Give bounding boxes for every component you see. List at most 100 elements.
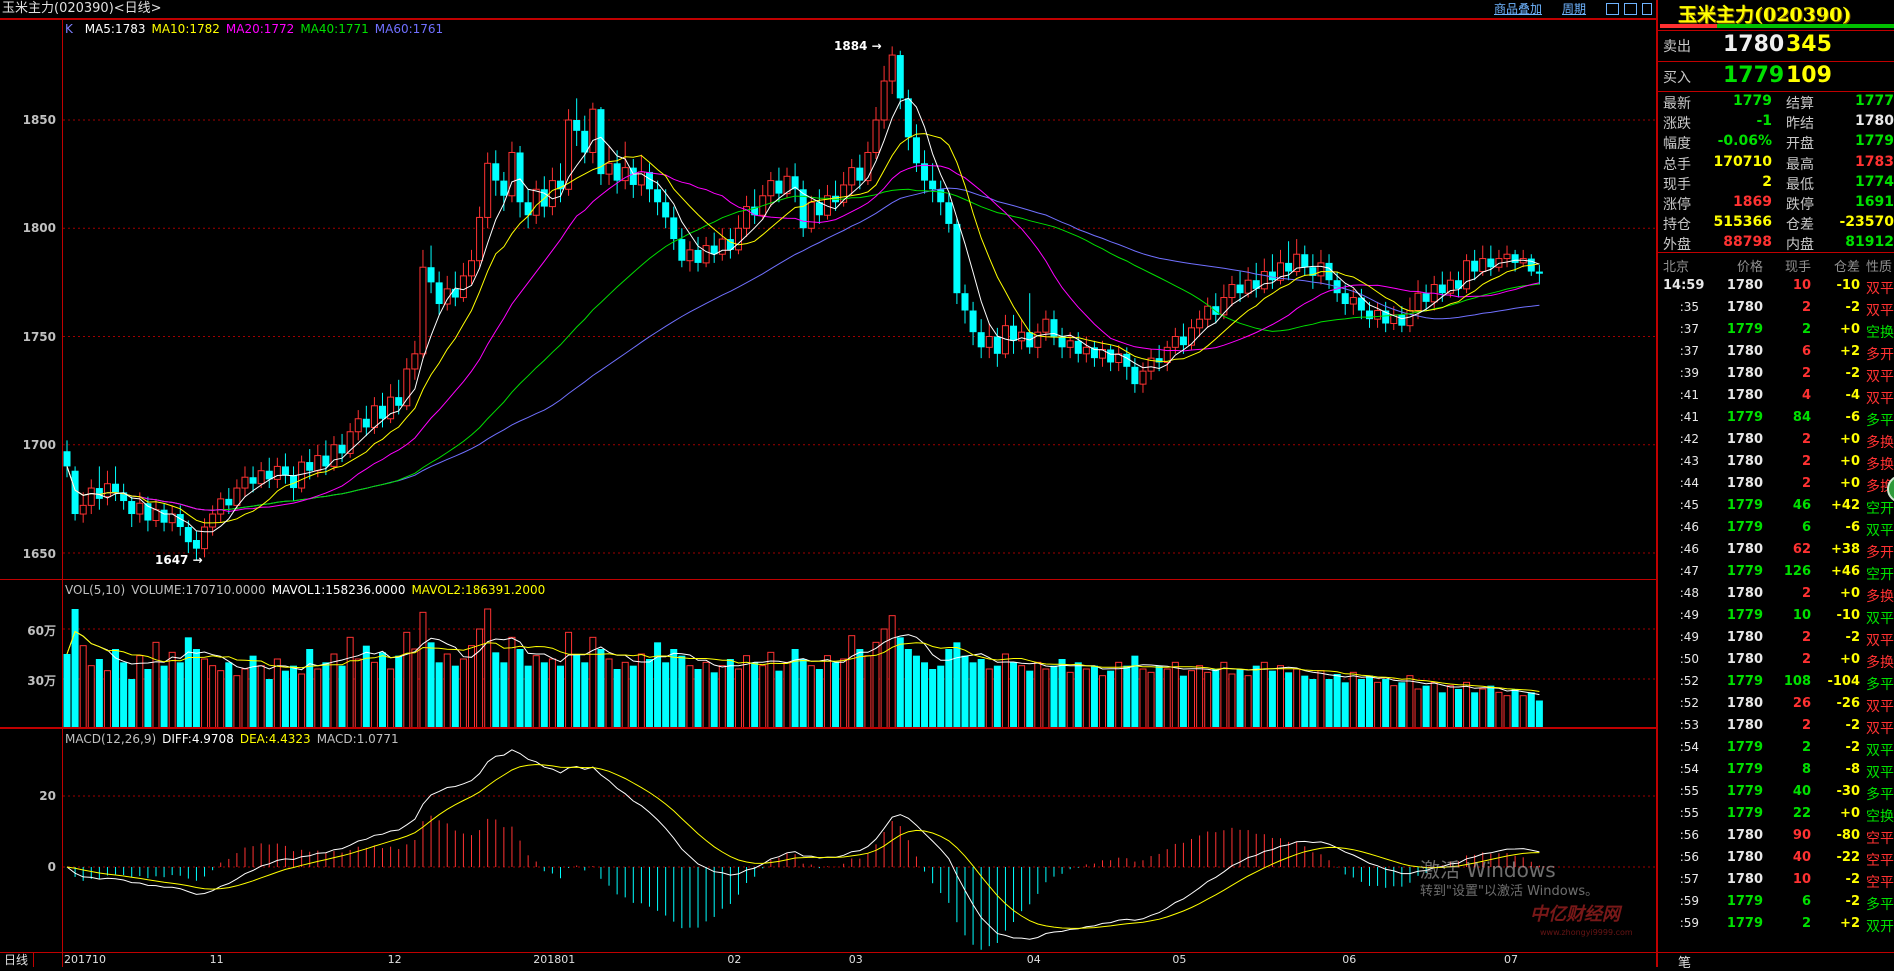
candle-body <box>1066 340 1074 348</box>
stat-value: 88798 <box>1723 234 1772 251</box>
tick-row[interactable]: :52 1780 26 -26 双平 <box>1658 696 1894 718</box>
volume-bar <box>702 661 710 729</box>
tick-row[interactable]: :49 1780 2 -2 双平 <box>1658 630 1894 652</box>
tick-row[interactable]: :41 1779 84 -6 多平 <box>1658 410 1894 432</box>
tab-ticks[interactable]: 笔 <box>1678 956 1692 971</box>
volume-bar <box>427 642 435 728</box>
tick-row[interactable]: :49 1779 10 -10 双平 <box>1658 608 1894 630</box>
volume-bar <box>1471 692 1479 728</box>
candle-body <box>1511 254 1519 263</box>
tick-price: 1779 <box>1726 608 1763 623</box>
candle-body <box>1171 336 1179 348</box>
stat-value: 1774 <box>1855 173 1894 190</box>
candle-body <box>1398 314 1406 326</box>
volume-bar <box>249 655 257 728</box>
volume-bar <box>1188 670 1196 729</box>
tick-row[interactable]: :37 1779 2 +0 空换 <box>1658 322 1894 344</box>
month-label: 05 <box>1172 953 1187 966</box>
candle-body <box>79 504 87 515</box>
window-tile-icon[interactable] <box>1624 3 1637 15</box>
tick-row[interactable]: :53 1780 2 -2 双平 <box>1658 718 1894 740</box>
stat-label: 幅度 <box>1663 136 1691 153</box>
tick-time: :59 <box>1679 916 1699 930</box>
candle-body <box>791 176 799 190</box>
ma-legend-item: MA40:1771 <box>300 22 369 36</box>
volume-bar <box>1301 675 1309 728</box>
tick-price: 1779 <box>1726 498 1763 513</box>
tick-time: :43 <box>1679 454 1699 468</box>
tick-nature: 双平 <box>1866 391 1894 407</box>
tick-price: 1780 <box>1726 586 1763 601</box>
stat-label: 最新 <box>1663 96 1691 112</box>
tick-row[interactable]: :35 1780 2 -2 双平 <box>1658 300 1894 322</box>
period-label[interactable]: 日线 <box>4 953 29 967</box>
tick-row[interactable]: :56 1780 40 -22 空平 <box>1658 850 1894 872</box>
volume-bar <box>298 673 306 729</box>
candle-body <box>257 470 265 485</box>
tick-row[interactable]: :52 1779 108 -104 多平 <box>1658 674 1894 696</box>
volume-bar <box>468 645 475 729</box>
tick-time: :53 <box>1679 718 1699 732</box>
candle-body <box>1341 293 1349 305</box>
overlay-product-link[interactable]: 商品叠加 <box>1494 2 1543 16</box>
tick-price: 1779 <box>1726 674 1763 689</box>
volume-bar <box>1082 668 1090 729</box>
tick-row[interactable]: :55 1779 40 -30 多平 <box>1658 784 1894 806</box>
tick-time: :55 <box>1679 806 1699 820</box>
volume-bar <box>1058 659 1066 728</box>
tick-row[interactable]: :43 1780 2 +0 多换 <box>1658 454 1894 476</box>
volume-bar <box>152 641 160 729</box>
tick-row[interactable]: :48 1780 2 +0 多换 <box>1658 586 1894 608</box>
tick-row[interactable]: :55 1779 22 +0 空换 <box>1658 806 1894 828</box>
buy-price[interactable]: 1779 <box>1723 63 1785 88</box>
tick-volume: 2 <box>1801 432 1811 447</box>
candle-body <box>645 171 653 190</box>
panel-toggle-icon[interactable] <box>1642 3 1652 15</box>
candle-body <box>516 152 524 203</box>
tick-row[interactable]: :56 1780 90 -80 空平 <box>1658 828 1894 850</box>
tick-row[interactable]: :54 1779 2 -2 双平 <box>1658 740 1894 762</box>
macd-tick: 20 <box>39 789 56 803</box>
tick-oi-change: -6 <box>1845 410 1860 425</box>
tick-row[interactable]: :46 1779 6 -6 双平 <box>1658 520 1894 542</box>
candle-body <box>1422 293 1430 302</box>
tick-row[interactable]: :59 1779 2 +2 双开 <box>1658 916 1894 938</box>
candle-body <box>484 162 492 218</box>
volume-legend-item: VOL(5,10) <box>65 583 126 597</box>
tick-row[interactable]: :59 1779 6 -2 多平 <box>1658 894 1894 916</box>
tick-row[interactable]: :45 1779 46 +42 空开 <box>1658 498 1894 520</box>
candle-body <box>629 167 637 185</box>
volume-bar <box>370 661 378 729</box>
ma40-line <box>66 188 1540 511</box>
window-restore-icon[interactable] <box>1606 3 1619 15</box>
volume-bar <box>1204 671 1212 729</box>
sell-price[interactable]: 1780 <box>1723 32 1785 57</box>
tick-row[interactable]: :37 1780 6 +2 多开 <box>1658 344 1894 366</box>
candle-body <box>1382 310 1390 324</box>
tick-row[interactable]: 14:59 1780 10 -10 双平 <box>1658 278 1894 300</box>
tick-row[interactable]: :41 1780 4 -4 双平 <box>1658 388 1894 410</box>
date-axis-divider <box>0 952 1656 953</box>
volume-bar <box>71 609 79 728</box>
tick-time: :42 <box>1679 432 1699 446</box>
tick-row[interactable]: :44 1780 2 +0 多换 <box>1658 476 1894 498</box>
tick-row[interactable]: :47 1779 126 +46 空开 <box>1658 564 1894 586</box>
tick-price: 1780 <box>1726 476 1763 491</box>
tick-row[interactable]: :46 1780 62 +38 多开 <box>1658 542 1894 564</box>
candle-body <box>921 163 929 181</box>
period-box-divider <box>33 952 34 967</box>
tick-row[interactable]: :39 1780 2 -2 双平 <box>1658 366 1894 388</box>
candle-body <box>524 202 532 216</box>
tick-row[interactable]: :42 1780 2 +0 多换 <box>1658 432 1894 454</box>
period-link[interactable]: 周期 <box>1562 2 1587 16</box>
candle-body <box>233 487 241 506</box>
tick-row[interactable]: :50 1780 2 +0 多换 <box>1658 652 1894 674</box>
tick-row[interactable]: :54 1779 8 -8 双平 <box>1658 762 1894 784</box>
tick-volume: 2 <box>1801 454 1811 469</box>
volume-bar <box>1131 655 1139 728</box>
candle-body <box>767 180 775 197</box>
tick-row[interactable]: :57 1780 10 -2 空平 <box>1658 872 1894 894</box>
tick-nature: 空换 <box>1866 325 1894 341</box>
volume-bar <box>726 659 734 728</box>
